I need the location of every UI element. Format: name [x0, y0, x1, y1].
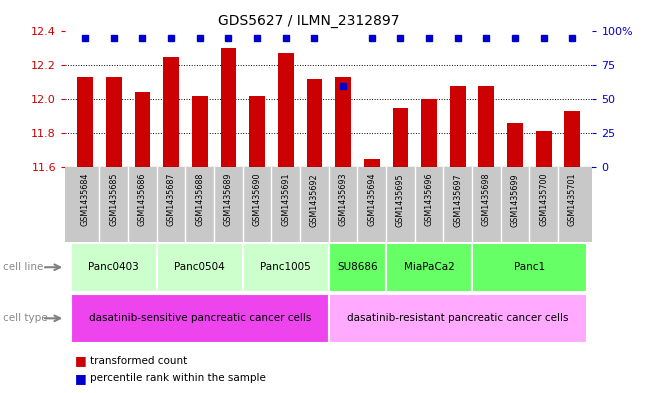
Text: ■: ■ — [75, 354, 87, 367]
Text: GSM1435692: GSM1435692 — [310, 173, 319, 227]
Bar — [71, 294, 329, 343]
Bar — [329, 243, 386, 292]
Text: percentile rank within the sample: percentile rank within the sample — [90, 373, 266, 383]
Text: GDS5627 / ILMN_2312897: GDS5627 / ILMN_2312897 — [219, 14, 400, 28]
Text: GSM1435684: GSM1435684 — [81, 173, 90, 226]
Text: Panc1005: Panc1005 — [260, 262, 311, 272]
Text: GSM1435697: GSM1435697 — [453, 173, 462, 227]
Bar — [335, 77, 351, 167]
Text: Panc0504: Panc0504 — [174, 262, 225, 272]
Bar — [71, 243, 157, 292]
Text: GSM1435689: GSM1435689 — [224, 173, 233, 226]
Bar — [77, 77, 93, 167]
Bar — [106, 77, 122, 167]
Bar — [421, 99, 437, 167]
Bar — [249, 96, 265, 167]
Text: cell type: cell type — [3, 313, 48, 323]
Bar — [157, 243, 243, 292]
Text: dasatinib-resistant pancreatic cancer cells: dasatinib-resistant pancreatic cancer ce… — [347, 313, 568, 323]
Text: GSM1435686: GSM1435686 — [138, 173, 147, 226]
Text: cell line: cell line — [3, 262, 44, 272]
Text: GSM1435691: GSM1435691 — [281, 173, 290, 226]
Bar — [243, 243, 329, 292]
Text: GSM1435700: GSM1435700 — [539, 173, 548, 226]
Bar — [221, 48, 236, 167]
Text: GSM1435688: GSM1435688 — [195, 173, 204, 226]
Text: GSM1435693: GSM1435693 — [339, 173, 348, 226]
Bar — [278, 53, 294, 167]
Bar — [472, 243, 587, 292]
Text: GSM1435699: GSM1435699 — [510, 173, 519, 227]
Bar — [163, 57, 179, 167]
Text: GSM1435696: GSM1435696 — [424, 173, 434, 226]
Text: Panc1: Panc1 — [514, 262, 545, 272]
Text: transformed count: transformed count — [90, 356, 187, 366]
Bar — [135, 92, 150, 167]
Bar — [564, 111, 580, 167]
Text: Panc0403: Panc0403 — [89, 262, 139, 272]
Bar — [507, 123, 523, 167]
Text: SU8686: SU8686 — [337, 262, 378, 272]
Bar — [478, 86, 494, 167]
Bar — [450, 86, 465, 167]
Bar — [329, 294, 587, 343]
Text: GSM1435690: GSM1435690 — [253, 173, 262, 226]
Bar — [393, 108, 408, 167]
Text: MiaPaCa2: MiaPaCa2 — [404, 262, 454, 272]
Text: GSM1435701: GSM1435701 — [568, 173, 577, 226]
Text: GSM1435694: GSM1435694 — [367, 173, 376, 226]
Bar — [307, 79, 322, 167]
Text: GSM1435687: GSM1435687 — [167, 173, 176, 226]
Bar — [192, 96, 208, 167]
Text: ■: ■ — [75, 371, 87, 385]
Text: GSM1435698: GSM1435698 — [482, 173, 491, 226]
Text: dasatinib-sensitive pancreatic cancer cells: dasatinib-sensitive pancreatic cancer ce… — [89, 313, 311, 323]
Bar — [536, 131, 551, 167]
Text: GSM1435685: GSM1435685 — [109, 173, 118, 226]
Bar — [386, 243, 472, 292]
Bar — [364, 158, 380, 167]
Text: GSM1435695: GSM1435695 — [396, 173, 405, 227]
